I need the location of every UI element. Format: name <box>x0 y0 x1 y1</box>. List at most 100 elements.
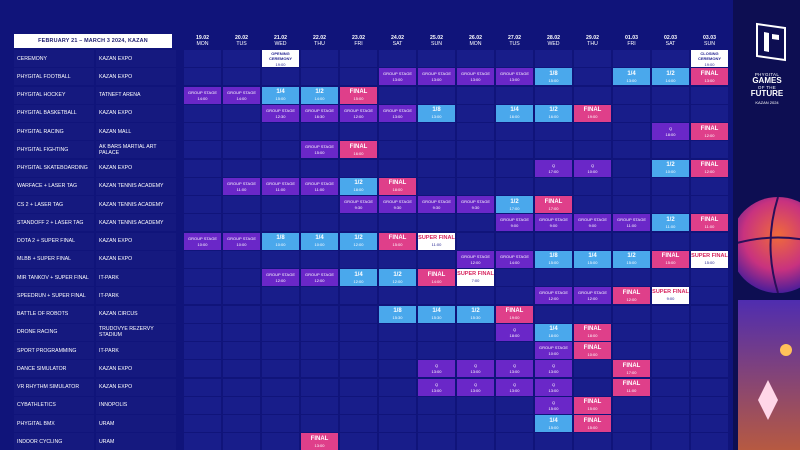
grid-cell <box>184 342 221 359</box>
grid-cell <box>613 323 650 341</box>
event-stage: 1/8 15:00 <box>535 250 572 268</box>
event-title: FINAL <box>700 162 719 168</box>
event-time: 14:00 <box>197 95 208 101</box>
event-final: FINAL 12:00 <box>691 123 728 140</box>
event-title: 1/4 <box>627 70 636 77</box>
grid-cell <box>223 342 260 359</box>
event-time: 16:00 <box>548 114 559 120</box>
grid-cell <box>262 141 299 159</box>
grid-cell <box>223 269 260 286</box>
grid-cell <box>652 342 689 359</box>
day-weekday: SUN <box>704 41 715 47</box>
grid-cell <box>184 305 221 323</box>
event-time: 17:00 <box>548 168 559 174</box>
day-date: 27.02 <box>508 35 521 41</box>
grid-cell <box>457 141 494 159</box>
grid-cell <box>457 342 494 359</box>
grid-cell <box>418 177 455 195</box>
event-final: FINAL 15:00 <box>379 232 416 250</box>
venue-label: KAZAN EXPO <box>96 360 176 378</box>
grid-cell <box>340 415 377 432</box>
event-group: Q 15:00 <box>535 396 572 414</box>
grid-cell <box>184 378 221 396</box>
grid-cell <box>457 159 494 177</box>
grid-cell <box>184 104 221 122</box>
event-title: 1/2 <box>666 162 675 168</box>
event-time: 15:00 <box>548 424 559 430</box>
event-time: 13:00 <box>470 77 481 83</box>
day-header: 02.03 SAT <box>652 35 689 47</box>
event-group: GROUP STAGE 11:00 <box>613 214 650 232</box>
grid-cell <box>223 415 260 432</box>
grid-cell <box>184 433 221 450</box>
grid-cell <box>457 104 494 122</box>
event-title: Q <box>668 126 673 131</box>
day-date: 26.02 <box>469 35 482 41</box>
grid-cell <box>340 50 377 67</box>
event-title: 1/4 <box>354 271 363 278</box>
event-time: 13:00 <box>509 387 520 393</box>
grid-cell <box>379 342 416 359</box>
event-title: FINAL <box>700 70 719 77</box>
event-title: FINAL <box>583 107 602 114</box>
event-time: 15:00 <box>314 150 325 156</box>
event-time: 12:00 <box>314 278 325 283</box>
event-time: 13:00 <box>509 369 520 375</box>
event-final: FINAL 11:00 <box>691 214 728 232</box>
grid-cell <box>340 360 377 378</box>
event-time: 18:00 <box>353 187 364 193</box>
grid-cell <box>691 287 728 305</box>
event-title: GROUP STAGE <box>305 144 334 150</box>
event-title: GROUP STAGE <box>305 272 334 277</box>
grid-cell <box>262 159 299 177</box>
event-special: OPENING CEREMONY 19:00 <box>262 50 299 67</box>
event-title: GROUP STAGE <box>188 235 217 241</box>
brand-line-2c: FUTURE <box>750 89 784 98</box>
discipline-label: MIR TANKOV + SUPER FINAL <box>14 269 94 286</box>
event-time: 10:00 <box>275 242 286 247</box>
grid-cell <box>691 269 728 286</box>
grid-cell <box>652 396 689 414</box>
grid-cell <box>418 123 455 140</box>
event-final: FINAL 13:00 <box>691 68 728 86</box>
grid-cell <box>457 415 494 432</box>
event-title: 1/8 <box>549 253 558 260</box>
event-title: GROUP STAGE <box>617 217 646 223</box>
event-time: 18:00 <box>587 333 598 339</box>
grid-cell <box>691 433 728 450</box>
grid-cell <box>691 177 728 195</box>
event-group: Q 13:00 <box>535 360 572 378</box>
event-time: 16:00 <box>353 150 364 156</box>
event-title: 1/8 <box>276 235 285 241</box>
discipline-label: MLBB + SUPER FINAL <box>14 250 94 268</box>
grid-cell <box>613 269 650 286</box>
grid-cell <box>496 287 533 305</box>
grid-cell <box>457 323 494 341</box>
grid-cell <box>301 287 338 305</box>
venue-label: URAM <box>96 415 176 432</box>
grid-cell <box>379 360 416 378</box>
event-title: GROUP STAGE <box>266 180 295 186</box>
grid-cell <box>262 196 299 213</box>
grid-cell <box>379 123 416 140</box>
event-title: 1/8 <box>549 70 558 77</box>
grid-cell <box>301 415 338 432</box>
grid-cell <box>262 433 299 450</box>
event-time: 14:00 <box>314 96 325 101</box>
event-group: Q 13:00 <box>535 378 572 396</box>
event-stage: 1/2 16:00 <box>535 104 572 122</box>
grid-cell <box>418 415 455 432</box>
grid-cell <box>340 68 377 86</box>
event-time: 13:00 <box>470 387 481 393</box>
event-title: Q <box>551 162 556 168</box>
event-final: FINAL 15:00 <box>574 415 611 432</box>
event-group: Q 13:00 <box>418 360 455 378</box>
event-group: GROUP STAGE 14:00 <box>496 250 533 268</box>
event-time: 10:00 <box>236 241 247 247</box>
event-group: GROUP STAGE 13:00 <box>379 104 416 122</box>
event-time: 11:00 <box>626 223 637 229</box>
grid-cell <box>457 396 494 414</box>
venue-label: IT-PARK <box>96 287 176 305</box>
event-time: 12:00 <box>353 278 364 284</box>
grid-cell <box>340 287 377 305</box>
